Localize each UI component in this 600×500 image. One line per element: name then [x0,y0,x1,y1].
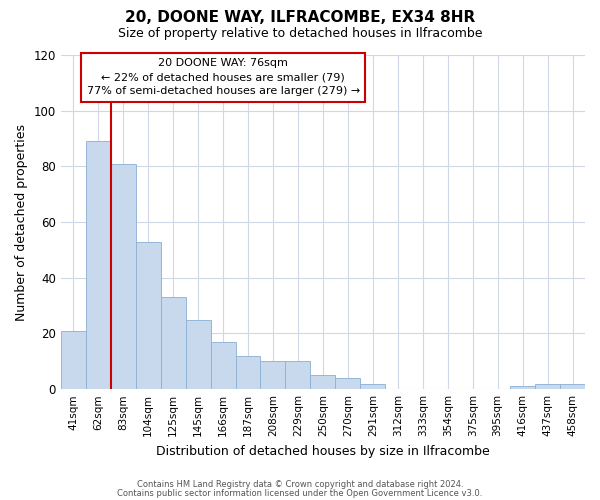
Bar [236,356,260,389]
Bar [136,242,161,389]
Bar [161,298,185,389]
X-axis label: Distribution of detached houses by size in Ilfracombe: Distribution of detached houses by size … [156,444,490,458]
Bar [211,342,236,389]
Text: Contains HM Land Registry data © Crown copyright and database right 2024.: Contains HM Land Registry data © Crown c… [137,480,463,489]
Text: 20, DOONE WAY, ILFRACOMBE, EX34 8HR: 20, DOONE WAY, ILFRACOMBE, EX34 8HR [125,10,475,25]
Bar [361,384,385,389]
Y-axis label: Number of detached properties: Number of detached properties [15,124,28,320]
Bar [286,362,310,389]
Text: Size of property relative to detached houses in Ilfracombe: Size of property relative to detached ho… [118,28,482,40]
Text: 20 DOONE WAY: 76sqm
← 22% of detached houses are smaller (79)
77% of semi-detach: 20 DOONE WAY: 76sqm ← 22% of detached ho… [86,58,360,96]
Bar [560,384,585,389]
Bar [510,386,535,389]
Bar [260,362,286,389]
Bar [86,142,111,389]
Bar [61,330,86,389]
Bar [111,164,136,389]
Bar [185,320,211,389]
Bar [310,376,335,389]
Text: Contains public sector information licensed under the Open Government Licence v3: Contains public sector information licen… [118,488,482,498]
Bar [335,378,361,389]
Bar [535,384,560,389]
